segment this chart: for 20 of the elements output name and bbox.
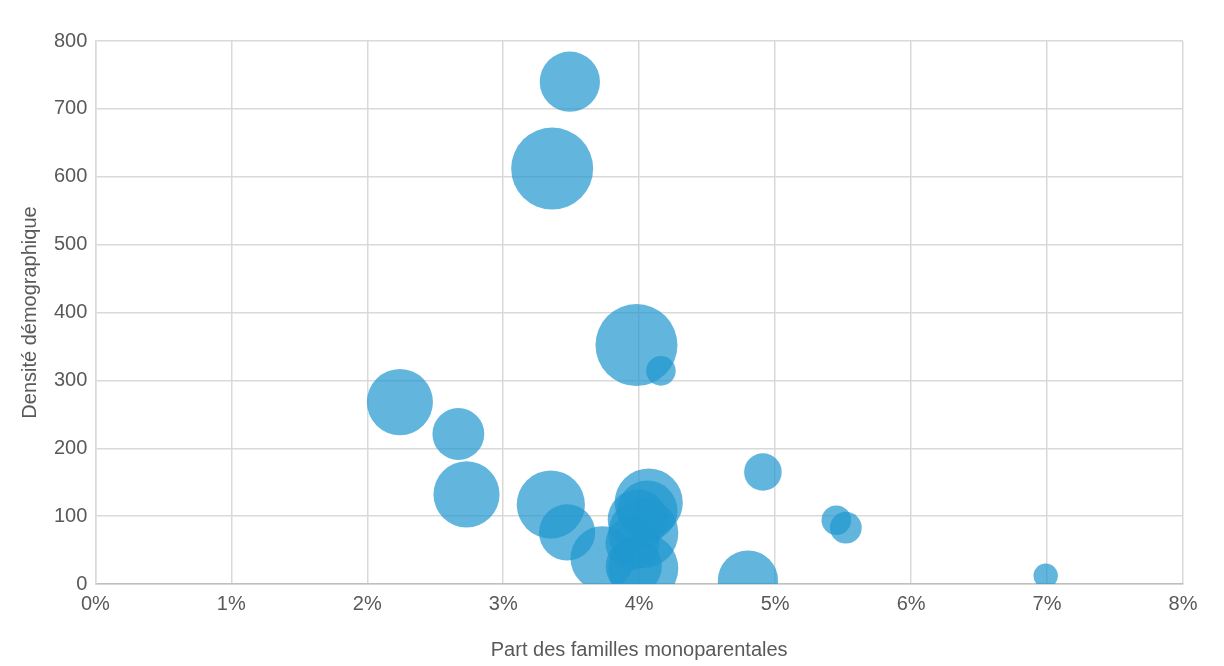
x-tick-label: 8% xyxy=(1168,591,1198,614)
x-tick-label: 7% xyxy=(1032,591,1062,614)
y-tick-label: 600 xyxy=(53,164,88,187)
y-tick-label: 700 xyxy=(53,96,88,119)
x-tick-label: 6% xyxy=(896,591,926,614)
y-tick-label: 0 xyxy=(76,571,88,594)
x-tick-label: 5% xyxy=(760,591,790,614)
x-tick-label: 4% xyxy=(624,591,654,614)
y-axis-title: Densité démographique xyxy=(17,206,40,419)
y-tick-label: 500 xyxy=(53,232,88,255)
y-tick-label: 100 xyxy=(53,503,88,526)
x-tick-label: 3% xyxy=(488,591,518,614)
y-tick-label: 400 xyxy=(53,300,88,323)
x-axis-title: Part des familles monoparentales xyxy=(490,637,788,660)
x-tick-label: 1% xyxy=(216,591,246,614)
y-tick-label: 200 xyxy=(53,435,88,458)
x-tick-label: 0% xyxy=(80,591,111,614)
y-tick-label: 300 xyxy=(53,367,88,390)
y-tick-label: 800 xyxy=(53,28,88,51)
x-tick-label: 2% xyxy=(352,591,382,614)
